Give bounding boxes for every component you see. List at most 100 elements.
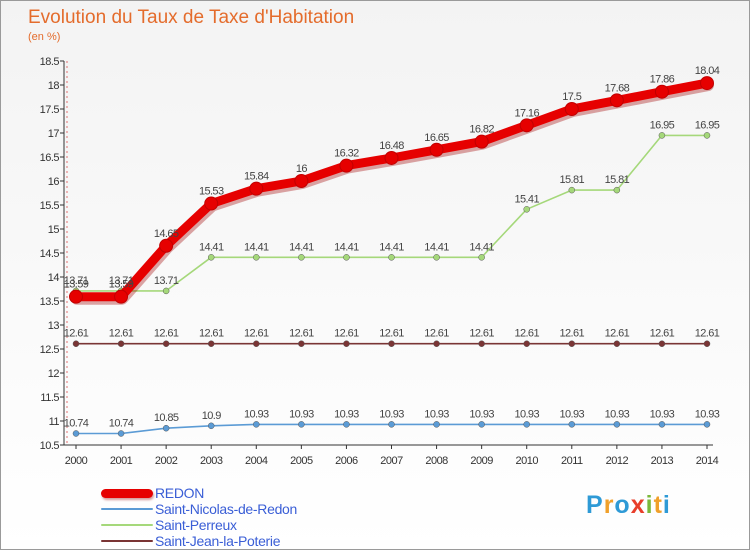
point-redon-2011[interactable] [564,102,579,116]
x-tick-label: 2010 [515,455,538,467]
point-saint-perreux-2014[interactable] [703,132,711,139]
point-saint-perreux-2008[interactable] [433,254,440,261]
point-saint-perreux-2005[interactable] [298,254,305,261]
point-saint-nicolas-de-redon-2002[interactable] [162,424,170,432]
point-saint-perreux-2002[interactable] [162,287,170,295]
point-saint-jean-la-poterie-2001[interactable] [117,340,125,347]
data-label-saint-jean-la-poterie-2001: 12.61 [109,328,134,340]
data-label-saint-jean-la-poterie-2013: 12.61 [650,328,675,340]
logo-letter: i [645,491,654,519]
point-saint-nicolas-de-redon-2011[interactable] [568,421,576,428]
point-saint-nicolas-de-redon-2014[interactable] [703,421,711,428]
legend-label-saint-nicolas-de-redon: Saint-Nicolas-de-Redon [155,501,298,517]
point-redon-2002[interactable] [159,238,174,253]
series-shadow-redon [71,79,714,305]
point-saint-nicolas-de-redon-2012[interactable] [613,421,621,428]
point-saint-jean-la-poterie-2014[interactable] [703,340,711,347]
legend-item-redon[interactable]: REDON [101,485,361,501]
data-label-saint-jean-la-poterie-2007: 12.61 [379,328,404,340]
point-saint-nicolas-de-redon-2007[interactable] [388,421,395,428]
point-redon-2014[interactable] [700,76,714,91]
data-label-saint-jean-la-poterie-2003: 12.61 [199,328,224,340]
data-label-saint-nicolas-de-redon-2007: 10.93 [379,408,404,420]
point-saint-jean-la-poterie-2003[interactable] [207,340,215,347]
point-saint-jean-la-poterie-2008[interactable] [433,340,440,347]
data-label-redon-2001: 13.59 [109,279,134,291]
point-saint-jean-la-poterie-2013[interactable] [658,340,666,347]
point-saint-nicolas-de-redon-2004[interactable] [253,421,260,428]
point-saint-perreux-2009[interactable] [478,254,485,261]
point-saint-perreux-2004[interactable] [253,254,260,261]
data-label-saint-perreux-2006: 14.41 [334,241,359,253]
point-redon-2006[interactable] [339,158,354,173]
point-saint-nicolas-de-redon-2008[interactable] [433,421,440,428]
point-saint-jean-la-poterie-2004[interactable] [253,340,260,347]
y-tick-label: 17 [48,128,60,140]
point-saint-nicolas-de-redon-2013[interactable] [658,421,666,428]
point-saint-nicolas-de-redon-2009[interactable] [478,421,485,428]
point-saint-perreux-2012[interactable] [613,186,621,194]
x-tick-label: 2001 [110,455,133,467]
point-saint-perreux-2010[interactable] [523,206,530,213]
point-saint-perreux-2006[interactable] [343,254,350,261]
point-redon-2012[interactable] [609,93,624,108]
point-saint-jean-la-poterie-2010[interactable] [523,340,530,347]
series-redon [69,76,714,305]
point-saint-jean-la-poterie-2005[interactable] [298,340,305,347]
point-redon-2008[interactable] [429,142,444,157]
point-redon-2013[interactable] [654,84,669,99]
data-label-saint-perreux-2001: 13.71 [109,275,134,287]
legend-item-saint-perreux[interactable]: Saint-Perreux [101,517,361,533]
point-redon-2005[interactable] [294,174,309,188]
y-tick-label: 17.5 [40,104,60,116]
y-tick-label: 11 [49,416,60,428]
point-saint-jean-la-poterie-2002[interactable] [162,340,170,347]
point-redon-2004[interactable] [249,181,264,196]
data-label-saint-nicolas-de-redon-2013: 10.93 [650,408,675,420]
point-redon-2003[interactable] [204,196,219,211]
point-saint-jean-la-poterie-2009[interactable] [478,340,485,347]
data-label-saint-jean-la-poterie-2004: 12.61 [244,328,269,340]
point-saint-nicolas-de-redon-2005[interactable] [298,421,305,428]
data-label-saint-jean-la-poterie-2009: 12.61 [469,328,494,340]
x-tick-label: 2014 [696,455,719,467]
point-saint-nicolas-de-redon-2003[interactable] [207,422,215,430]
point-saint-nicolas-de-redon-2010[interactable] [523,421,530,428]
data-label-saint-jean-la-poterie-2000: 12.61 [64,328,89,340]
y-tick-label: 15 [48,224,60,236]
data-label-saint-perreux-2002: 13.71 [154,275,179,287]
y-tick-label: 18.5 [40,56,60,68]
data-label-saint-nicolas-de-redon-2009: 10.93 [469,408,494,420]
y-tick-label: 12.5 [40,344,60,356]
data-label-saint-perreux-2013: 16.95 [650,119,675,131]
data-label-redon-2014: 18.04 [695,65,720,77]
point-redon-2010[interactable] [519,118,534,133]
logo-letter: P [586,491,604,519]
logo-letter: t [653,491,663,519]
point-saint-jean-la-poterie-2006[interactable] [343,340,350,347]
point-saint-nicolas-de-redon-2000[interactable] [72,430,80,437]
point-saint-perreux-2007[interactable] [388,254,395,261]
x-tick-label: 2002 [155,455,178,467]
point-redon-2009[interactable] [474,134,489,149]
point-saint-nicolas-de-redon-2006[interactable] [343,421,350,428]
point-saint-perreux-2011[interactable] [568,186,576,194]
point-redon-2000[interactable] [69,289,83,304]
data-label-saint-perreux-2008: 14.41 [424,241,449,253]
point-saint-perreux-2013[interactable] [658,132,666,139]
point-saint-jean-la-poterie-2000[interactable] [72,340,80,347]
point-saint-jean-la-poterie-2012[interactable] [613,340,621,347]
point-saint-jean-la-poterie-2011[interactable] [568,340,576,347]
point-saint-perreux-2003[interactable] [207,254,215,261]
point-saint-nicolas-de-redon-2001[interactable] [117,430,125,437]
legend-item-saint-nicolas-de-redon[interactable]: Saint-Nicolas-de-Redon [101,501,361,517]
series-saint-nicolas-de-redon [72,421,711,437]
point-redon-2001[interactable] [114,289,129,304]
legend-label-redon: REDON [155,485,205,501]
legend-item-saint-jean-la-poterie[interactable]: Saint-Jean-la-Poterie [101,533,361,549]
data-label-saint-perreux-2012: 15.81 [605,174,630,186]
y-tick-label: 15.5 [40,200,60,212]
point-saint-jean-la-poterie-2007[interactable] [388,340,395,347]
point-redon-2007[interactable] [384,150,399,165]
